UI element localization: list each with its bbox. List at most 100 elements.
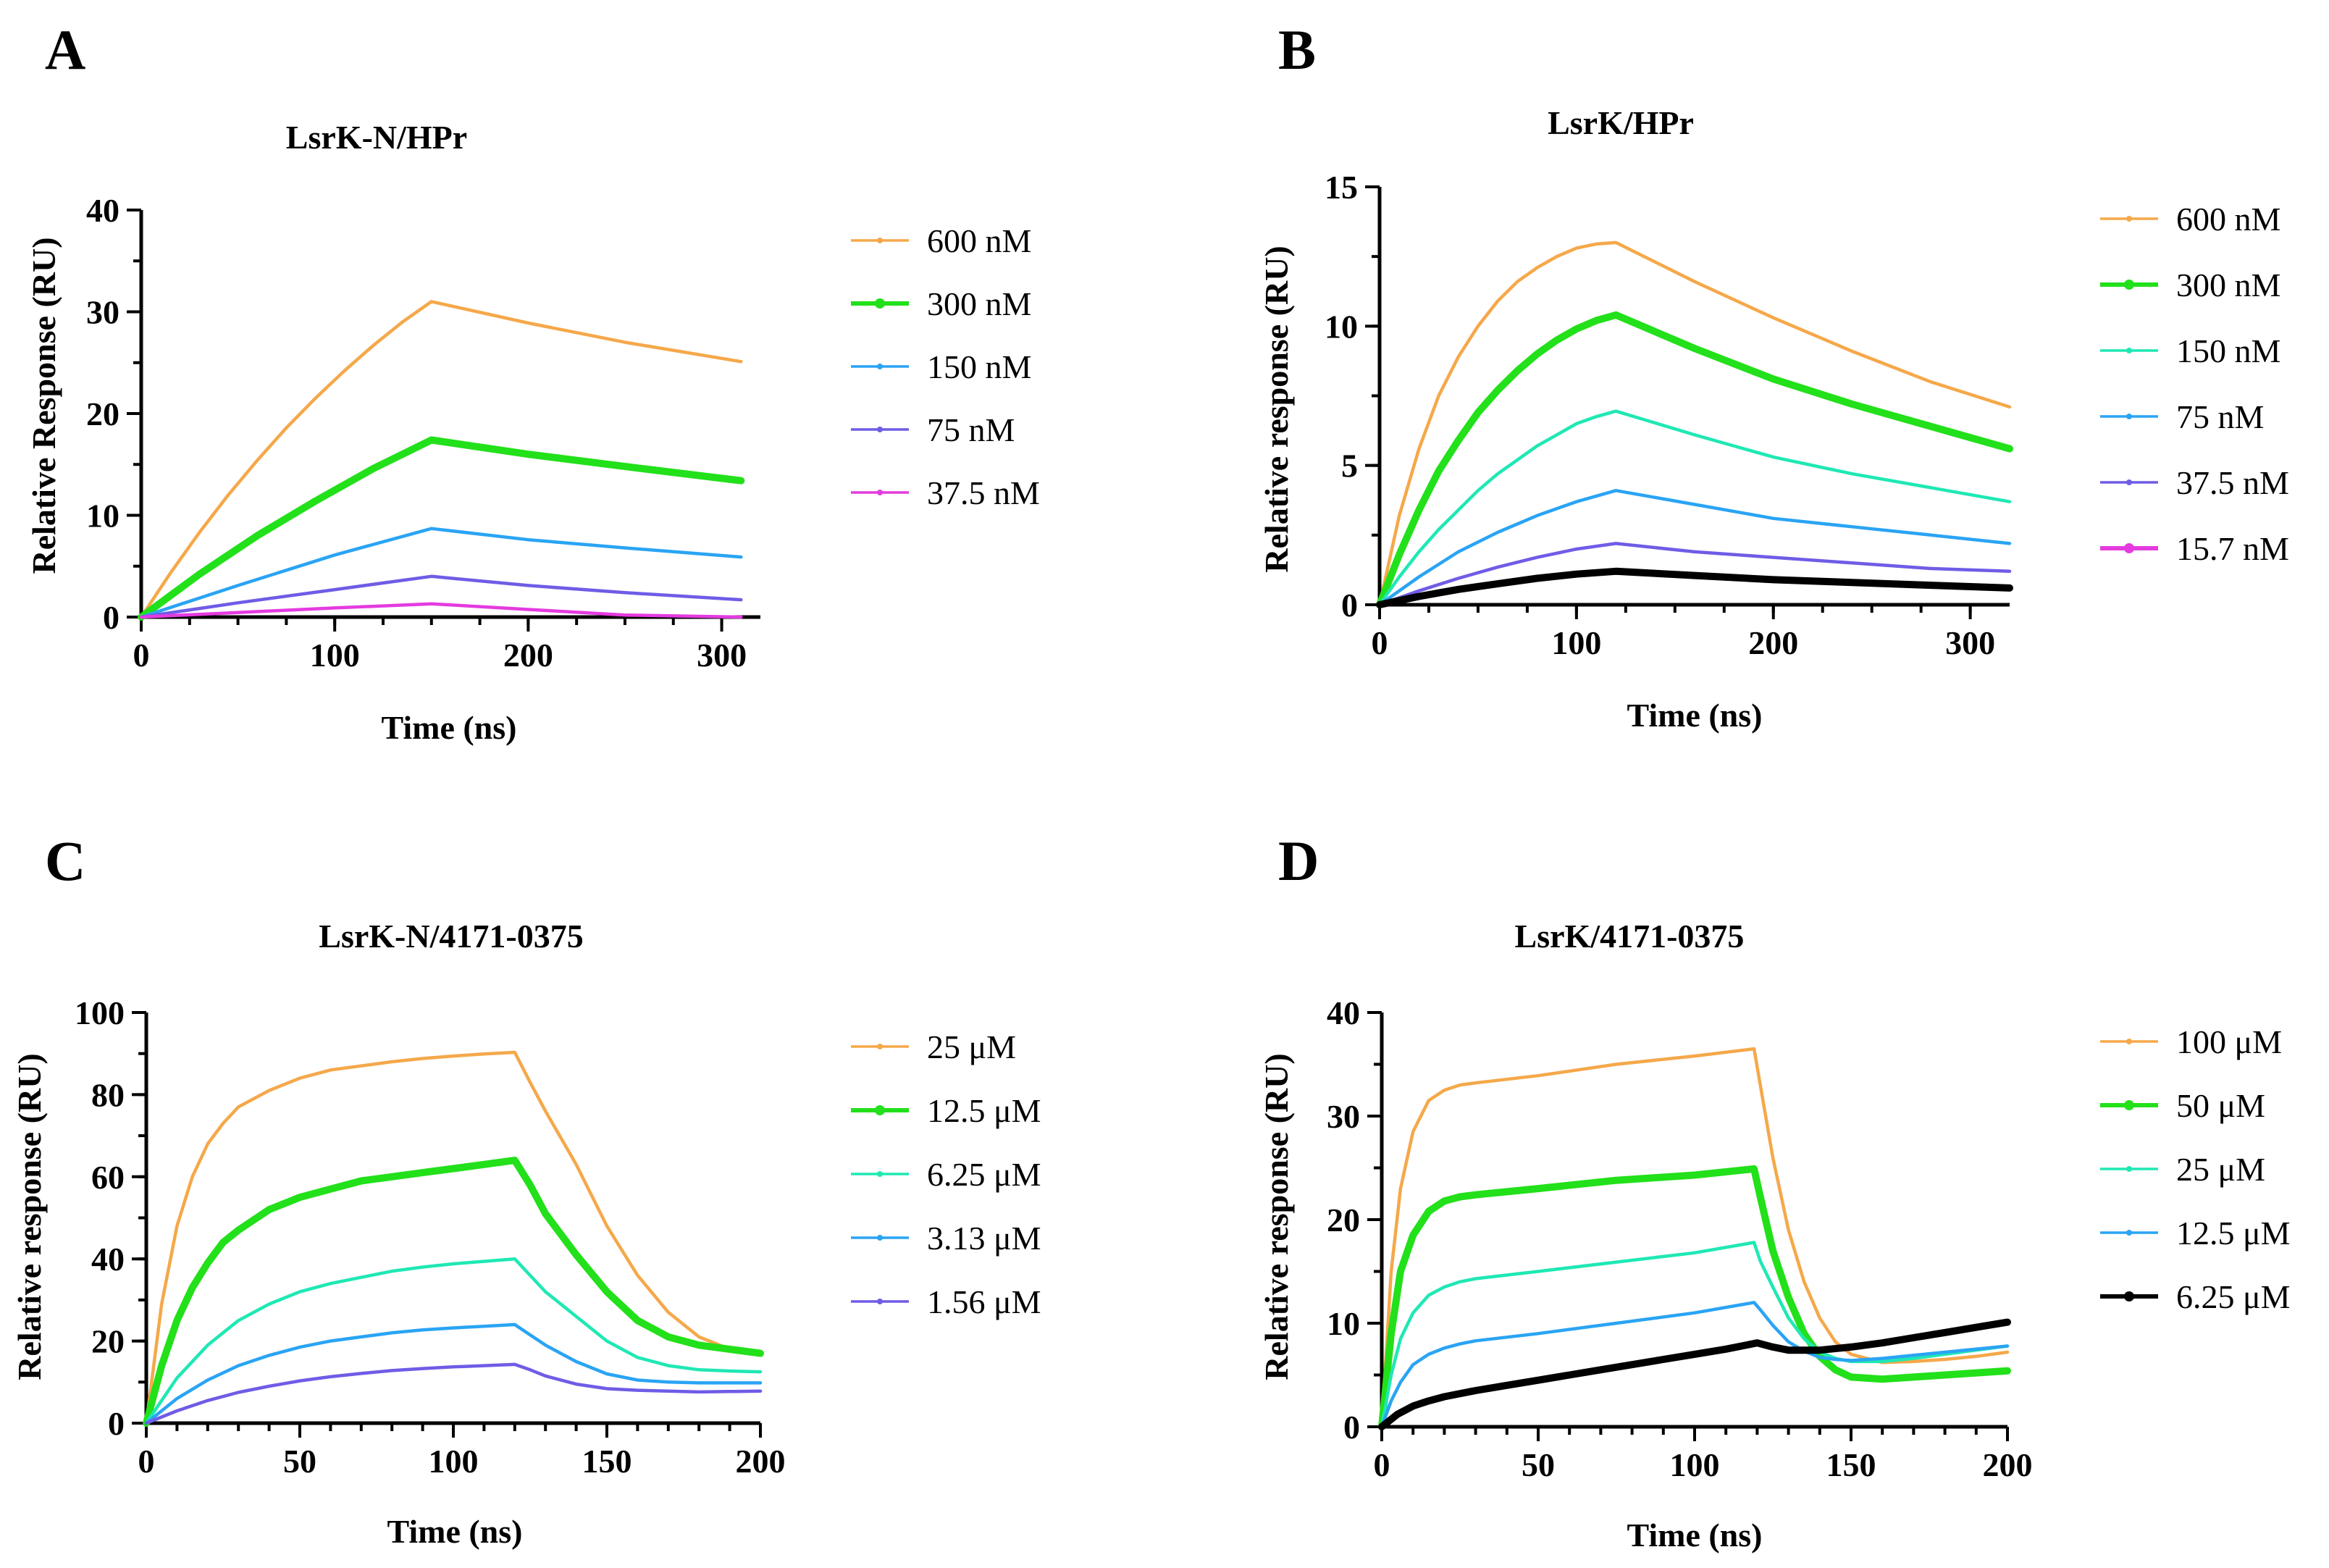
series-line-d-100-um bbox=[1382, 1049, 2007, 1427]
legend-swatch-marker bbox=[2126, 1039, 2132, 1044]
figure: A LsrK-N/HPr Time (ns) Relative Response… bbox=[0, 0, 2329, 1568]
y-tick-label-c: 100 bbox=[75, 994, 125, 1031]
y-tick-label-a: 20 bbox=[86, 395, 119, 432]
legend-swatch-marker bbox=[877, 364, 883, 369]
x-tick-label-d: 200 bbox=[1983, 1446, 2033, 1483]
panel-b: B LsrK/HPr Time (ns) Relative response (… bbox=[1258, 18, 2289, 734]
x-tick-label-d: 0 bbox=[1374, 1446, 1390, 1483]
plot-title-c: LsrK-N/4171-0375 bbox=[319, 918, 583, 955]
x-axis-title-a: Time (ns) bbox=[382, 709, 517, 746]
legend-item-a-37-5-nm: 37.5 nM bbox=[851, 474, 1040, 511]
x-tick-label-c: 50 bbox=[283, 1443, 316, 1480]
y-tick-label-b: 0 bbox=[1341, 587, 1358, 624]
y-tick-label-d: 10 bbox=[1327, 1305, 1360, 1342]
legend-label: 6.25 μM bbox=[927, 1156, 1041, 1193]
legend-item-b-75-nm: 75 nM bbox=[2100, 398, 2264, 435]
panel-c: C LsrK-N/4171-0375 Time (ns) Relative re… bbox=[11, 829, 1041, 1550]
legend-item-c-25-um: 25 μM bbox=[851, 1028, 1016, 1065]
legend-label: 600 nM bbox=[927, 222, 1031, 259]
panel-label-a: A bbox=[45, 18, 85, 81]
y-tick-label-a: 40 bbox=[86, 192, 119, 229]
legend-swatch-marker bbox=[2124, 1291, 2134, 1301]
x-tick-label-b: 100 bbox=[1551, 624, 1601, 661]
panel-label-b: B bbox=[1278, 18, 1316, 81]
x-tick-label-b: 300 bbox=[1945, 624, 1995, 661]
legend-label: 37.5 nM bbox=[2176, 464, 2289, 501]
y-tick-label-d: 30 bbox=[1327, 1098, 1360, 1135]
legend-item-b-15-7-nm: 15.7 nM bbox=[2100, 530, 2289, 567]
legend-swatch-marker bbox=[877, 490, 883, 495]
x-tick-label-c: 200 bbox=[736, 1443, 786, 1480]
x-tick-label-c: 150 bbox=[582, 1443, 632, 1480]
legend-item-d-12-5-um: 12.5 μM bbox=[2100, 1215, 2291, 1252]
legend-swatch-marker bbox=[877, 427, 883, 432]
legend-item-c-6-25-um: 6.25 μM bbox=[851, 1156, 1041, 1193]
series-line-a-75-nm bbox=[141, 577, 741, 617]
legend-item-d-25-um: 25 μM bbox=[2100, 1151, 2265, 1188]
series-line-b-15-7-nm bbox=[1380, 571, 2010, 605]
x-tick-label-a: 300 bbox=[697, 637, 747, 674]
series-line-b-300-nm bbox=[1380, 315, 2010, 605]
legend-item-c-1-56-um: 1.56 μM bbox=[851, 1283, 1041, 1320]
x-axis-title-d: Time (ns) bbox=[1627, 1517, 1763, 1554]
y-tick-label-d: 40 bbox=[1327, 994, 1360, 1031]
legend-item-b-37-5-nm: 37.5 nM bbox=[2100, 464, 2289, 501]
legend-item-a-600-nm: 600 nM bbox=[851, 222, 1031, 259]
x-axis-title-c: Time (ns) bbox=[387, 1513, 523, 1550]
series-line-a-37-5-nm bbox=[141, 604, 741, 617]
legend-swatch-marker bbox=[2126, 1166, 2132, 1172]
y-axis-title-d: Relative response (RU) bbox=[1258, 1053, 1295, 1380]
y-tick-label-c: 0 bbox=[108, 1405, 125, 1442]
y-tick-label-a: 0 bbox=[103, 599, 119, 636]
legend-item-b-300-nm: 300 nM bbox=[2100, 267, 2280, 303]
series-line-d-12-5-um bbox=[1382, 1302, 2007, 1427]
legend-label: 37.5 nM bbox=[927, 474, 1040, 511]
legend-item-d-6-25-um: 6.25 μM bbox=[2100, 1278, 2291, 1315]
legend-label: 25 μM bbox=[927, 1028, 1016, 1065]
y-tick-label-c: 60 bbox=[91, 1159, 125, 1196]
legend-swatch-marker bbox=[877, 1171, 883, 1177]
x-tick-label-c: 100 bbox=[429, 1443, 479, 1480]
legend-swatch-marker bbox=[2126, 216, 2132, 222]
y-axis-title-b: Relative response (RU) bbox=[1258, 246, 1295, 572]
legend-label: 75 nM bbox=[2176, 398, 2264, 435]
x-axis-title-b: Time (ns) bbox=[1627, 697, 1763, 734]
legend-label: 3.13 μM bbox=[927, 1220, 1041, 1257]
x-tick-label-b: 200 bbox=[1748, 624, 1798, 661]
series-line-c-6-25-um bbox=[146, 1259, 760, 1423]
series-line-a-600-nm bbox=[141, 301, 741, 617]
legend-swatch-marker bbox=[2126, 479, 2132, 485]
y-tick-label-a: 10 bbox=[86, 498, 119, 534]
y-tick-label-b: 10 bbox=[1325, 308, 1358, 345]
y-tick-label-c: 40 bbox=[91, 1241, 125, 1278]
series-line-c-1-56-um bbox=[146, 1364, 760, 1423]
legend-swatch-marker bbox=[877, 1299, 883, 1304]
series-line-c-12-5-um bbox=[146, 1160, 760, 1423]
legend-label: 50 μM bbox=[2176, 1087, 2265, 1124]
legend-item-b-600-nm: 600 nM bbox=[2100, 201, 2280, 238]
y-tick-label-c: 20 bbox=[91, 1323, 125, 1360]
x-tick-label-a: 0 bbox=[133, 637, 150, 674]
x-tick-label-c: 0 bbox=[138, 1443, 155, 1480]
y-tick-label-d: 20 bbox=[1327, 1202, 1360, 1238]
legend-label: 6.25 μM bbox=[2176, 1278, 2291, 1315]
y-tick-label-b: 5 bbox=[1341, 448, 1358, 485]
legend-swatch-marker bbox=[2124, 280, 2134, 290]
x-tick-label-d: 50 bbox=[1522, 1446, 1555, 1483]
legend-label: 15.7 nM bbox=[2176, 530, 2289, 567]
legend-swatch-marker bbox=[2126, 1230, 2132, 1236]
x-tick-label-a: 100 bbox=[310, 637, 360, 674]
plot-title-d: LsrK/4171-0375 bbox=[1515, 918, 1745, 955]
legend-label: 150 nM bbox=[2176, 332, 2280, 369]
legend-label: 600 nM bbox=[2176, 201, 2280, 238]
legend-swatch-marker bbox=[2124, 543, 2134, 553]
legend-item-a-75-nm: 75 nM bbox=[851, 411, 1015, 448]
legend-item-a-150-nm: 150 nM bbox=[851, 348, 1031, 385]
legend-item-b-150-nm: 150 nM bbox=[2100, 332, 2280, 369]
y-tick-label-d: 0 bbox=[1343, 1409, 1360, 1446]
legend-swatch-marker bbox=[877, 1044, 883, 1049]
y-tick-label-b: 15 bbox=[1325, 169, 1358, 206]
legend-swatch-marker bbox=[875, 1105, 885, 1115]
legend-item-c-3-13-um: 3.13 μM bbox=[851, 1220, 1041, 1257]
legend-label: 1.56 μM bbox=[927, 1283, 1041, 1320]
